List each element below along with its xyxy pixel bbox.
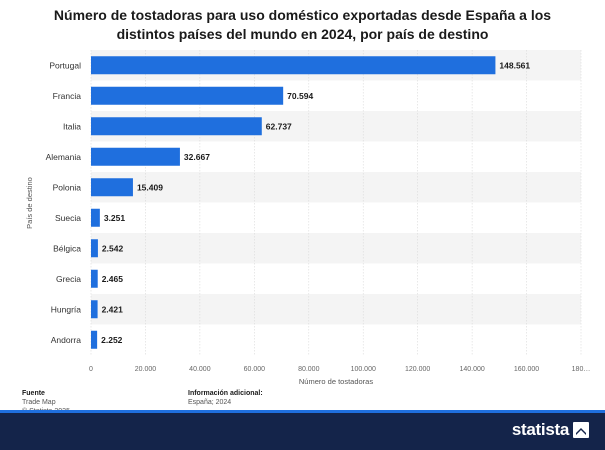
- source-header: Fuente: [22, 390, 45, 397]
- source-line[interactable]: Trade Map: [22, 399, 56, 406]
- value-label: 62.737: [266, 121, 292, 131]
- bar[interactable]: [91, 330, 98, 349]
- x-tick-label: 180…: [572, 366, 591, 373]
- category-labels: Portugal Francia Italia Alemania Polonia Suec…: [46, 60, 82, 345]
- value-label: 2.465: [102, 274, 124, 284]
- brand-footer-bar: statista: [0, 410, 605, 450]
- row-band: [91, 294, 581, 325]
- row-bands: [91, 50, 581, 355]
- category-label: Polonia: [53, 182, 82, 192]
- chart-title: Número de tostadoras para uso doméstico …: [40, 6, 565, 44]
- row-band: [91, 233, 581, 264]
- additional-info-block: Información adicional: España; 2024: [188, 389, 263, 407]
- additional-info-header: Información adicional:: [188, 390, 263, 397]
- bar[interactable]: [91, 86, 284, 105]
- x-tick-label: 60.000: [244, 366, 266, 373]
- bar[interactable]: [91, 300, 98, 319]
- x-tick-label: 140.000: [459, 366, 484, 373]
- row-band: [91, 324, 581, 355]
- value-label: 3.251: [104, 213, 126, 223]
- value-label: 2.252: [101, 335, 123, 345]
- value-label: 70.594: [287, 91, 313, 101]
- x-axis-title: Número de tostadoras: [299, 377, 373, 386]
- category-label: Hungría: [51, 304, 82, 314]
- x-tick-label: 120.000: [405, 366, 430, 373]
- row-band: [91, 202, 581, 233]
- x-tick-label: 80.000: [298, 366, 320, 373]
- statista-logo-icon: [573, 422, 589, 438]
- x-tick-label: 100.000: [351, 366, 376, 373]
- bar[interactable]: [91, 208, 100, 227]
- bar[interactable]: [91, 239, 98, 258]
- x-tick-labels: 0 20.000 40.000 60.000 80.000 100.000 120.000 1…: [89, 366, 590, 373]
- row-band: [91, 172, 581, 203]
- category-label: Alemania: [46, 152, 82, 162]
- bar-chart: Portugal Francia Italia Alemania Polonia Suec…: [25, 50, 590, 386]
- chart-title-line-1: Número de tostadoras para uso doméstico …: [53, 7, 552, 23]
- value-label: 2.421: [102, 304, 124, 314]
- bar[interactable]: [91, 56, 496, 75]
- value-label: 148.561: [499, 60, 530, 70]
- value-labels: 148.561 70.594 62.737 32.667 15.409 3.251 2.54…: [101, 60, 530, 345]
- bar[interactable]: [91, 117, 262, 136]
- bar[interactable]: [91, 269, 98, 288]
- row-band: [91, 263, 581, 294]
- category-label: Portugal: [49, 60, 81, 70]
- bar[interactable]: [91, 178, 133, 197]
- category-label: Andorra: [51, 335, 82, 345]
- x-tick-label: 40.000: [189, 366, 211, 373]
- value-label: 15.409: [137, 182, 163, 192]
- bar[interactable]: [91, 147, 180, 166]
- chart-title-line-2: distintos países del mundo en 2024, por …: [116, 26, 489, 42]
- brand-name: statista: [511, 420, 569, 439]
- category-label: Suecia: [55, 213, 81, 223]
- value-label: 2.542: [102, 243, 124, 253]
- category-label: Francia: [53, 91, 82, 101]
- bars: [91, 56, 496, 349]
- x-tick-label: 0: [89, 366, 93, 373]
- category-label: Grecia: [56, 274, 81, 284]
- category-label: Italia: [63, 121, 81, 131]
- y-axis-title: País de destino: [25, 177, 34, 229]
- x-tick-label: 160.000: [514, 366, 539, 373]
- additional-info-line: España; 2024: [188, 399, 232, 406]
- category-label: Bélgica: [53, 243, 81, 253]
- x-tick-label: 20.000: [135, 366, 157, 373]
- statista-logo[interactable]: statista: [512, 418, 589, 442]
- value-label: 32.667: [184, 152, 210, 162]
